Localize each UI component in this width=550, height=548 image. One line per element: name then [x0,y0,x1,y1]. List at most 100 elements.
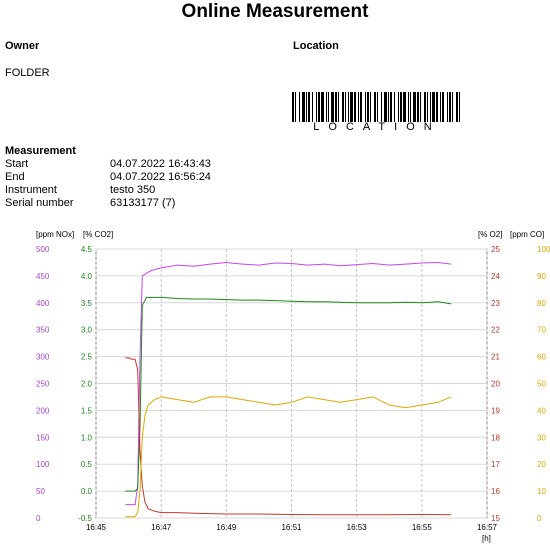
barcode-bar [338,92,339,122]
co2-tick-label: -0.5 [78,514,92,523]
barcode-bar [452,92,453,122]
x-tick-label: 16:51 [281,523,302,532]
co2-tick-label: 0.0 [81,487,93,496]
serial-number-value: 63133177 (7) [110,197,176,209]
o2-tick-label: 18 [491,433,500,442]
x-tick-label: 16:49 [216,523,237,532]
co2-tick-label: 1.5 [81,406,93,415]
co-axis-title: [ppm CO] [510,230,544,239]
barcode-bar [342,92,344,122]
co-tick-label: 30 [537,433,546,442]
series-line-co [125,396,452,518]
o2-axis-title: [% O2] [478,230,502,239]
o2-tick-label: 22 [491,326,500,335]
series-line-o2 [125,357,452,516]
nox-tick-label: 100 [36,460,50,469]
barcode-bar [440,92,441,122]
location-label: Location [293,40,339,52]
barcode-bar [420,92,421,122]
o2-tick-label: 15 [491,514,500,523]
barcode-bar [427,92,428,122]
barcode-bar [367,92,369,122]
co2-tick-label: 4.0 [81,272,93,281]
nox-tick-label: 500 [36,245,50,254]
barcode [292,92,460,122]
barcode-bar [316,92,317,122]
barcode-bar [456,92,458,122]
start-label: Start [5,158,29,170]
x-tick-label: 16:57 [477,523,498,532]
o2-tick-label: 23 [491,299,500,308]
barcode-bar [374,92,376,122]
co-tick-label: 10 [537,487,546,496]
barcode-bar [335,92,337,122]
end-label: End [5,171,25,183]
barcode-bar [449,92,451,122]
barcode-bar [417,92,419,122]
barcode-bar [447,92,448,122]
co-tick-label: 80 [537,299,546,308]
co-tick-label: 70 [537,326,546,335]
barcode-bar [408,92,409,122]
barcode-bar [377,92,378,122]
barcode-bar [430,92,431,122]
co2-tick-label: 2.0 [81,380,93,389]
owner-label: Owner [5,40,40,52]
x-tick-label: 16:47 [151,523,172,532]
nox-axis-title: [ppm NOx] [36,230,74,239]
o2-tick-label: 21 [491,353,500,362]
owner-value: FOLDER [5,67,50,79]
o2-tick-label: 17 [491,460,500,469]
barcode-bar [390,92,392,122]
co2-tick-label: 4.5 [81,245,93,254]
nox-tick-label: 400 [36,299,50,308]
co2-tick-label: 1.0 [81,433,93,442]
nox-tick-label: 300 [36,353,50,362]
barcode-bar [345,92,346,122]
barcode-bar [354,92,356,122]
co-tick-label: 20 [537,460,546,469]
barcode-bar [348,92,349,122]
barcode-bar [321,92,324,122]
barcode-bar [459,92,460,122]
barcode-bar [302,92,305,122]
barcode-bar [403,92,406,122]
chart-ticks: 16:45 16:47 16:49 16:51 16:53 16:55 16:5750045… [36,245,550,532]
x-tick-label: 16:45 [86,523,107,532]
chart-grid [95,248,488,519]
barcode-bar [292,92,294,122]
co-tick-label: 0 [537,514,542,523]
serial-number-label: Serial number [5,197,74,209]
barcode-bar [381,92,382,122]
o2-tick-label: 25 [491,245,500,254]
nox-tick-label: 450 [36,272,50,281]
barcode-bar [358,92,359,122]
barcode-bar [370,92,371,122]
nox-tick-label: 150 [36,433,50,442]
page-title: Online Measurement [181,1,369,22]
instrument-label: Instrument [5,184,57,196]
co2-axis-title: [% CO2] [83,230,113,239]
co2-tick-label: 3.5 [81,299,93,308]
barcode-bar [388,92,389,122]
nox-tick-label: 200 [36,406,50,415]
barcode-bar [295,92,296,122]
start-value: 04.07.2022 16:43:43 [110,158,211,170]
co-tick-label: 100 [537,245,550,254]
barcode-bar [424,92,426,122]
co2-tick-label: 2.5 [81,353,93,362]
barcode-bar [331,92,334,122]
series-line-co2 [125,296,452,492]
o2-tick-label: 16 [491,487,500,496]
barcode-bar [442,92,444,122]
o2-tick-label: 20 [491,380,500,389]
barcode-bar [400,92,402,122]
o2-tick-label: 19 [491,406,500,415]
chart-lines [125,261,452,518]
barcode-bar [365,92,366,122]
barcode-bar [384,92,387,122]
barcode-bar [410,92,411,122]
x-tick-label: 16:53 [347,523,368,532]
barcode-bar [306,92,307,122]
nox-tick-label: 350 [36,326,50,335]
